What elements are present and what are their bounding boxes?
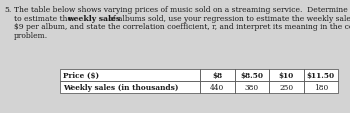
Text: 250: 250 [279, 83, 293, 91]
Text: $9 per album, and state the correlation coefficient, r, and interpret its meanin: $9 per album, and state the correlation … [14, 23, 350, 31]
Text: 380: 380 [245, 83, 259, 91]
Bar [200, 69, 235, 81]
Text: $11.50: $11.50 [307, 71, 335, 79]
Text: 440: 440 [210, 83, 224, 91]
Text: 5.: 5. [4, 6, 11, 14]
Text: weekly sales: weekly sales [67, 14, 120, 22]
Text: Weekly sales (in thousands): Weekly sales (in thousands) [63, 83, 178, 91]
Bar [303, 69, 338, 81]
Bar [234, 81, 269, 93]
Text: 180: 180 [314, 83, 328, 91]
Text: $8: $8 [212, 71, 222, 79]
Bar [269, 69, 303, 81]
Text: Price ($): Price ($) [63, 71, 99, 79]
Bar [303, 81, 338, 93]
Text: $8.50: $8.50 [240, 71, 263, 79]
Text: $10: $10 [279, 71, 294, 79]
Bar [60, 81, 200, 93]
Text: to estimate the: to estimate the [14, 14, 74, 22]
Text: of albums sold, use your regression to estimate the weekly sales if the price is: of albums sold, use your regression to e… [106, 14, 350, 22]
Bar [234, 69, 269, 81]
Bar [200, 81, 235, 93]
Bar [269, 81, 303, 93]
Text: problem.: problem. [14, 31, 48, 39]
Bar [60, 69, 200, 81]
Text: The table below shows varying prices of music sold on a streaming service.  Dete: The table below shows varying prices of … [14, 6, 350, 14]
